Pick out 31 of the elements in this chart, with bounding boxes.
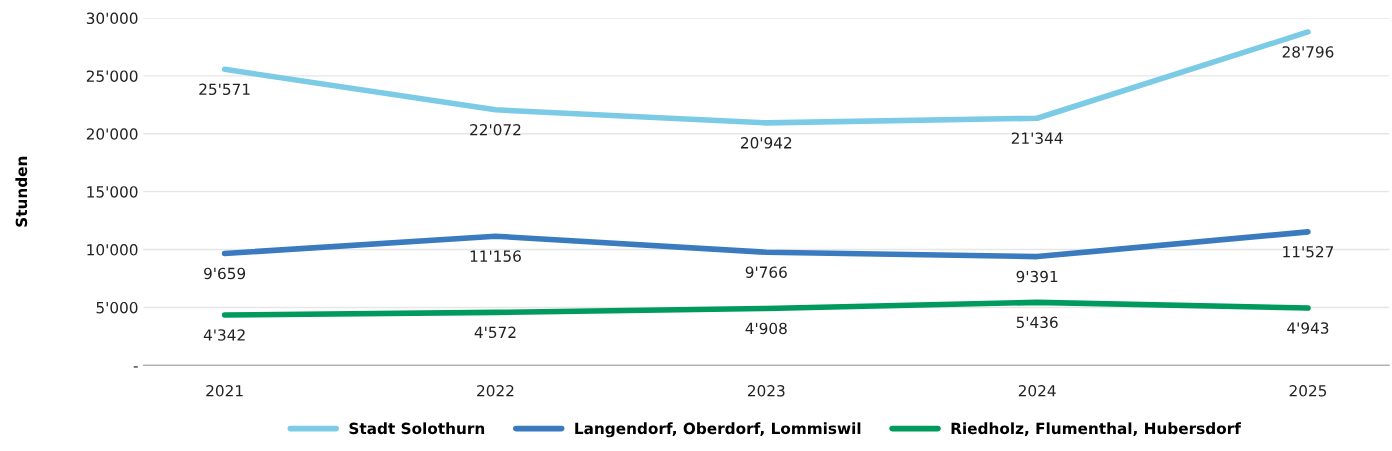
y-tick-label: 5'000 — [96, 301, 138, 314]
y-tick-label: - — [133, 366, 138, 368]
data-label: 22'072 — [470, 123, 521, 136]
legend-label: Stadt Solothurn — [349, 422, 485, 435]
x-tick-label: 2025 — [1289, 385, 1327, 397]
data-label: 9'766 — [745, 266, 787, 278]
y-tick-label: 20'000 — [86, 128, 138, 140]
data-label: 11'156 — [470, 250, 521, 262]
y-tick-label: 10'000 — [87, 244, 138, 256]
x-tick-label: 2023 — [747, 385, 785, 397]
y-tick-label: 30'000 — [86, 12, 138, 25]
data-label: 4'908 — [745, 322, 787, 335]
data-label: 9'659 — [204, 267, 246, 280]
data-label: 25'571 — [199, 83, 250, 96]
data-label: 4'943 — [1287, 322, 1329, 334]
data-label: 4'572 — [474, 326, 516, 339]
data-label: 4'342 — [203, 329, 245, 341]
y-tick-label: 15'000 — [87, 186, 138, 198]
x-tick-label: 2022 — [477, 385, 514, 397]
data-label: 5'436 — [1016, 316, 1058, 329]
data-label: 28'796 — [1282, 46, 1334, 58]
y-tick-label: 25'000 — [86, 70, 138, 82]
x-tick-label: 2021 — [206, 385, 243, 397]
data-label: 11'527 — [1283, 246, 1334, 258]
legend-label: Langendorf, Oberdorf, Lommiswil — [575, 422, 861, 438]
data-label: 21'344 — [1011, 132, 1063, 144]
y-axis-title: Stunden — [15, 156, 28, 227]
data-label: 9'391 — [1016, 270, 1058, 283]
legend-label: Riedholz, Flumenthal, Hubersdorf — [951, 422, 1241, 437]
data-label: 20'942 — [741, 137, 792, 149]
x-tick-label: 2024 — [1018, 385, 1056, 397]
